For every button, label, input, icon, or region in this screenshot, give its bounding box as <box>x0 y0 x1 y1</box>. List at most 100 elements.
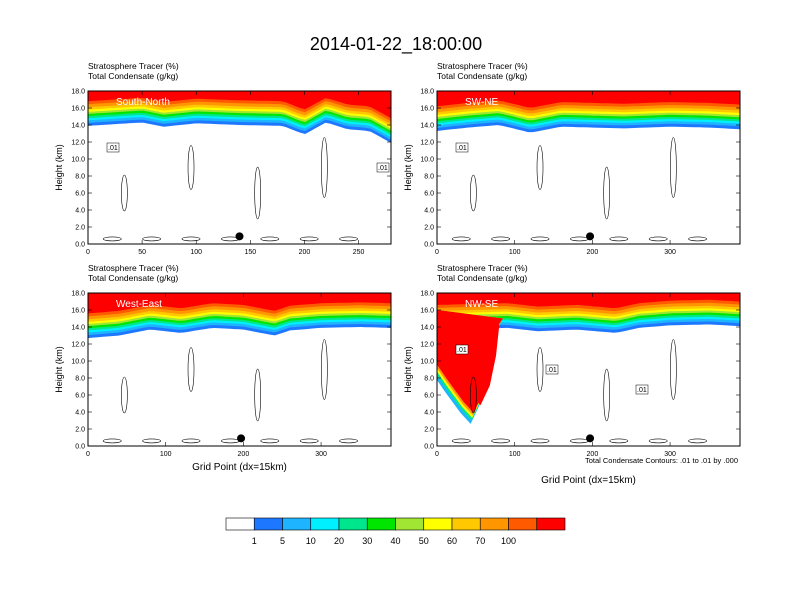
y-tick-label: 14.0 <box>71 325 85 332</box>
y-tick-label: 6.0 <box>424 393 434 400</box>
condensate-contours <box>451 137 707 242</box>
contour-label-box <box>455 344 469 355</box>
colorbar-label: 10 <box>306 536 316 546</box>
y-tick-label: 16.0 <box>420 308 434 315</box>
low-cloud-contour <box>688 236 707 242</box>
panel-region-name: NW-SE <box>465 299 498 310</box>
y-tick-label: 10.0 <box>71 359 85 366</box>
low-cloud-contour <box>102 236 122 242</box>
y-tick-label: 0.0 <box>75 444 85 451</box>
colorbar-label: 70 <box>475 536 485 546</box>
low-cloud-contour <box>181 438 201 444</box>
contour-label: .01 <box>455 344 469 355</box>
y-tick-label: 0.0 <box>424 242 434 249</box>
location-marker <box>237 434 246 443</box>
panel-header-tracer: Stratosphere Tracer (%) <box>437 61 528 71</box>
low-cloud-contour <box>609 236 629 242</box>
y-tick-label: 6.0 <box>424 191 434 198</box>
contour-label-box <box>635 384 649 395</box>
tracer-field <box>88 293 391 446</box>
y-tick-label: 8.0 <box>75 376 85 383</box>
y-tick-label: 16.0 <box>71 308 85 315</box>
contour-label-box <box>455 142 469 153</box>
low-cloud-contour <box>688 438 707 444</box>
y-tick-label: 12.0 <box>420 342 434 349</box>
low-cloud-contour <box>142 438 162 444</box>
y-tick-label: 8.0 <box>75 174 85 181</box>
x-tick-label: 300 <box>315 451 327 458</box>
low-cloud-contour <box>530 236 550 242</box>
y-tick-label: 4.0 <box>424 208 434 215</box>
cloud-column-contour <box>470 376 477 414</box>
y-tick-label: 10.0 <box>71 157 85 164</box>
x-tick-label: 100 <box>509 249 521 256</box>
panel-header-condensate: Total Condensate (g/kg) <box>88 273 178 283</box>
location-marker <box>586 232 595 241</box>
contour-footnote: Total Condensate Contours: .01 to .01 by… <box>585 456 738 465</box>
x-tick-label: 0 <box>435 249 439 256</box>
x-tick-label: 200 <box>238 451 250 458</box>
cloud-column-contour <box>470 174 477 212</box>
contour-label-text: .01 <box>378 165 388 172</box>
cloud-column-contour <box>121 376 128 414</box>
low-cloud-contour <box>299 438 319 444</box>
y-tick-label: 0.0 <box>424 444 434 451</box>
colorbar-swatch <box>282 517 312 531</box>
contour-label: .01 <box>106 142 120 153</box>
panel-nw-se: Stratosphere Tracer (%)Total Condensate … <box>403 263 741 486</box>
panel-frame <box>87 292 392 447</box>
cloud-column-contour <box>121 174 128 212</box>
panel-south-north: Stratosphere Tracer (%)Total Condensate … <box>54 61 392 256</box>
low-cloud-contour <box>609 438 629 444</box>
cloud-column-contour <box>536 347 544 392</box>
contour-label-text: .01 <box>457 145 467 152</box>
cloud-column-contour <box>603 166 610 220</box>
panel-region-name: West-East <box>116 299 162 310</box>
colorbar-swatch <box>536 517 566 531</box>
y-tick-label: 6.0 <box>75 191 85 198</box>
cloud-column-contour <box>670 339 677 400</box>
low-cloud-contour <box>648 438 668 444</box>
y-tick-label: 4.0 <box>75 208 85 215</box>
y-tick-label: 12.0 <box>71 140 85 147</box>
cloud-column-contour <box>536 145 544 190</box>
location-marker <box>235 232 244 241</box>
tracer-band <box>88 91 391 119</box>
y-tick-label: 6.0 <box>75 393 85 400</box>
panel-header-tracer: Stratosphere Tracer (%) <box>88 61 179 71</box>
y-tick-label: 16.0 <box>420 106 434 113</box>
contour-label: .01 <box>545 364 559 375</box>
cloud-column-contour <box>187 347 195 392</box>
tracer-field <box>88 91 391 244</box>
y-tick-label: 14.0 <box>71 123 85 130</box>
y-tick-label: 2.0 <box>424 427 434 434</box>
panel-frame <box>436 90 741 245</box>
colorbar-label: 40 <box>390 536 400 546</box>
x-tick-label: 200 <box>587 451 599 458</box>
y-tick-label: 18.0 <box>71 89 85 96</box>
x-tick-label: 150 <box>244 249 256 256</box>
colorbar-label: 60 <box>447 536 457 546</box>
x-tick-label: 100 <box>160 451 172 458</box>
x-tick-label: 0 <box>435 451 439 458</box>
colorbar-label: 30 <box>362 536 372 546</box>
x-tick-label: 200 <box>587 249 599 256</box>
y-tick-label: 18.0 <box>71 291 85 298</box>
x-tick-label: 0 <box>86 249 90 256</box>
low-cloud-contour <box>181 236 201 242</box>
panel-header-tracer: Stratosphere Tracer (%) <box>88 263 179 273</box>
low-cloud-contour <box>530 438 550 444</box>
x-tick-label: 300 <box>664 451 676 458</box>
y-tick-label: 8.0 <box>424 174 434 181</box>
low-cloud-contour <box>260 236 280 242</box>
panel-header-condensate: Total Condensate (g/kg) <box>88 71 178 81</box>
contour-label-box <box>545 364 559 375</box>
panel-frame <box>436 292 741 447</box>
colorbar-swatch <box>451 517 481 531</box>
y-tick-label: 2.0 <box>75 427 85 434</box>
y-tick-label: 10.0 <box>420 359 434 366</box>
y-tick-label: 10.0 <box>420 157 434 164</box>
panel-header-condensate: Total Condensate (g/kg) <box>437 273 527 283</box>
colorbar-label: 1 <box>252 536 257 546</box>
